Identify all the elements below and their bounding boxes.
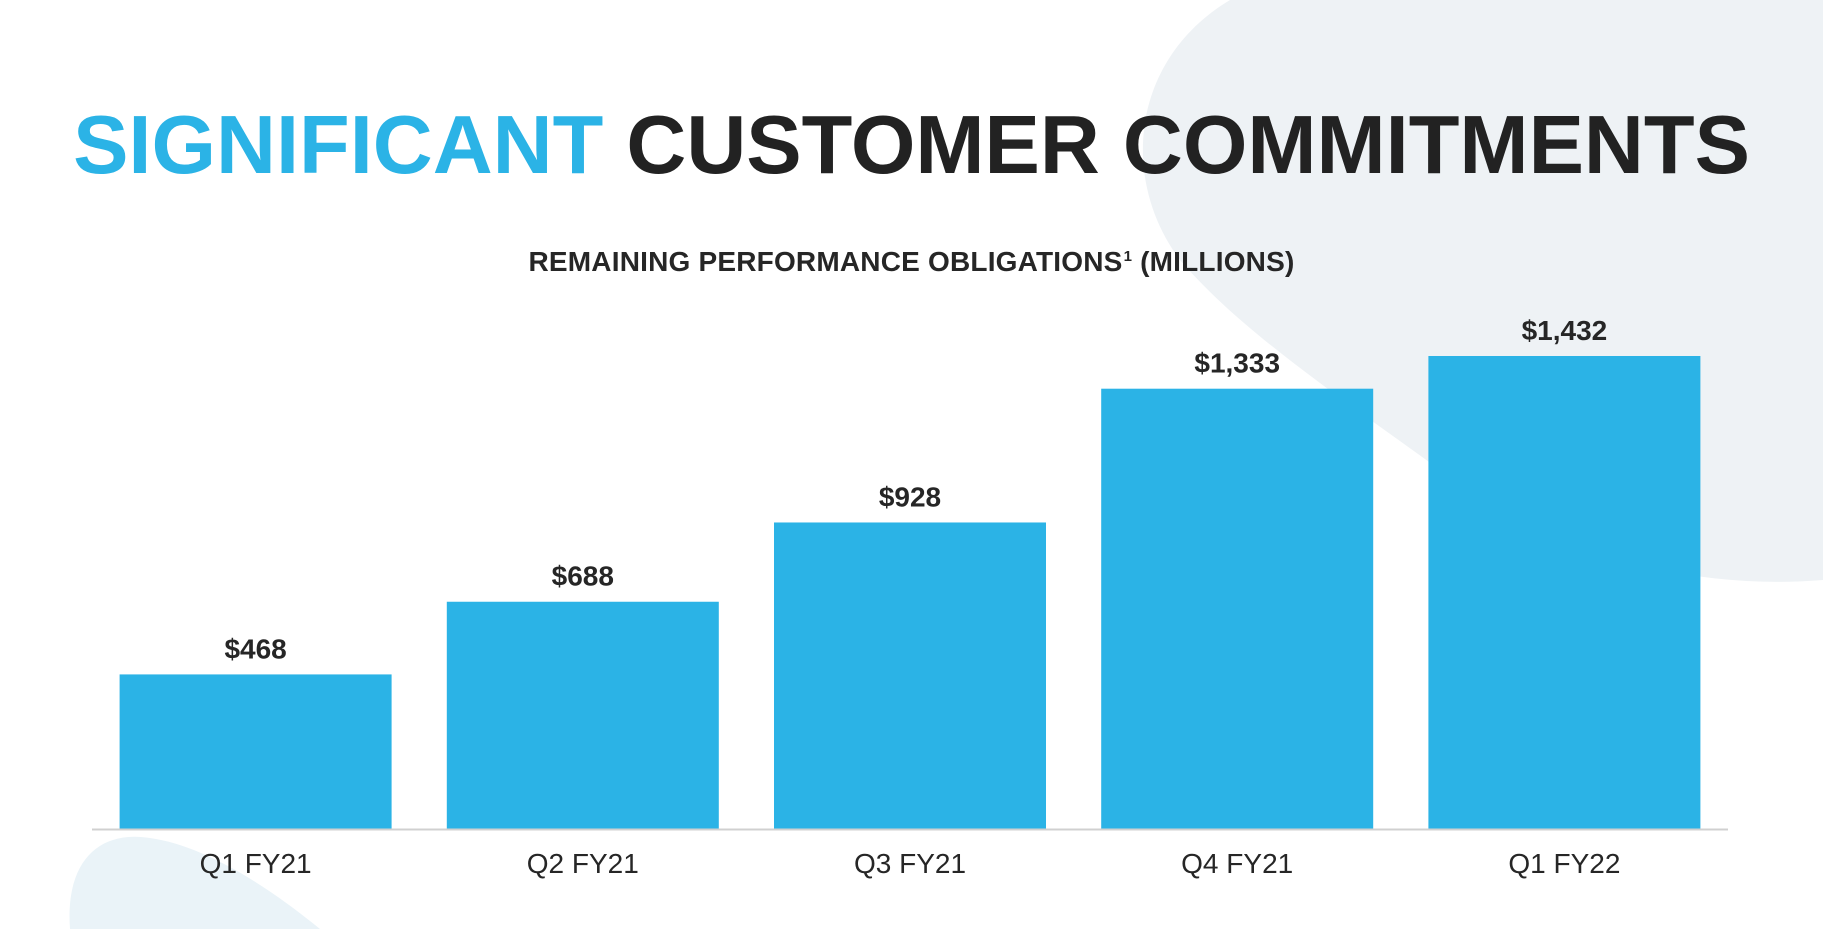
chart-title-units: (MILLIONS) (1140, 246, 1295, 277)
bar-q3-fy21 (774, 522, 1046, 829)
bar-q1-fy21 (119, 674, 392, 829)
slide-title: SIGNIFICANT CUSTOMER COMMITMENTS (0, 95, 1823, 195)
x-tick-label: Q2 FY21 (527, 848, 639, 879)
background-shape-bottom-left (69, 836, 320, 929)
x-tick-label: Q1 FY21 (200, 848, 312, 879)
title-main: CUSTOMER COMMITMENTS (626, 98, 1750, 191)
chart-title-text: REMAINING PERFORMANCE OBLIGATIONS (528, 246, 1123, 277)
x-tick-label: Q4 FY21 (1181, 848, 1293, 879)
data-label: $688 (552, 561, 614, 592)
bar-q4-fy21 (1101, 388, 1374, 829)
title-accent: SIGNIFICANT (73, 98, 604, 191)
x-tick-label: Q3 FY21 (854, 848, 966, 879)
chart-title-footnote-marker: 1 (1123, 248, 1133, 265)
data-label: $1,333 (1194, 348, 1280, 379)
bar-q2-fy21 (446, 601, 719, 829)
chart-title: REMAINING PERFORMANCE OBLIGATIONS1 (MILL… (0, 246, 1823, 278)
data-label: $468 (224, 633, 286, 664)
data-label: $1,432 (1522, 315, 1608, 346)
data-label: $928 (879, 481, 941, 512)
x-tick-label: Q1 FY22 (1508, 848, 1620, 879)
bar-q1-fy22 (1428, 356, 1701, 829)
